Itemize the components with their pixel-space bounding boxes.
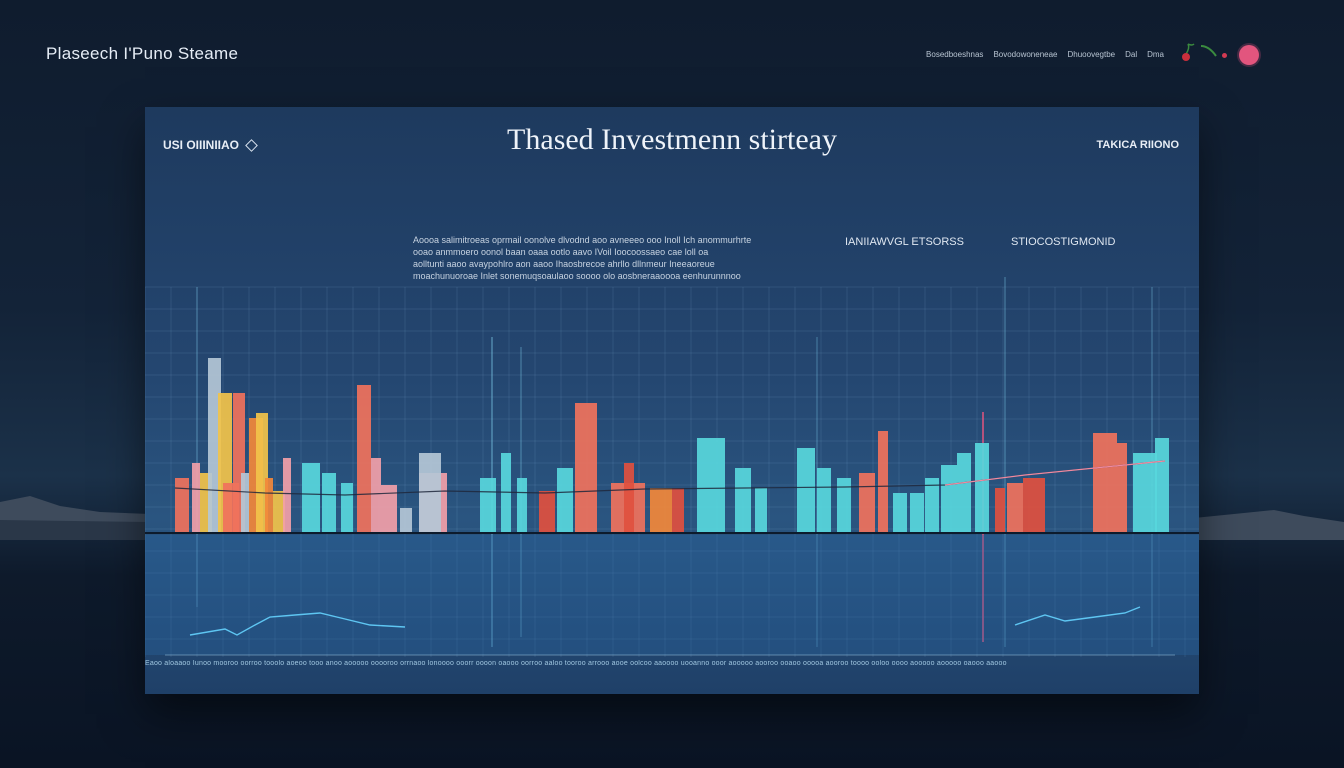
description-line: aolltunti aaoo avaypohlro aon aaoo Ihaos… <box>413 259 715 269</box>
chart-caption: Eaoo aloaaoo Iunoo mooroo oorroo tooolo … <box>145 660 1007 667</box>
bar <box>175 478 189 533</box>
chart-panel: USI OIIINIIAO Thased Investmenn stirteay… <box>145 107 1199 694</box>
bar <box>893 493 907 533</box>
bar <box>995 488 1005 533</box>
sparkline-left <box>189 612 406 636</box>
description-line: Aoooa salimitroeas oprmail oonolve dlvod… <box>413 235 752 245</box>
reflection-band <box>145 535 1199 655</box>
bar <box>241 473 249 533</box>
bar <box>341 483 353 533</box>
bar <box>419 453 441 533</box>
bar <box>1007 483 1023 533</box>
bar <box>859 473 875 533</box>
bar <box>755 488 767 533</box>
bar <box>1117 443 1127 533</box>
bar <box>697 438 713 533</box>
bar <box>925 478 939 533</box>
bar <box>910 493 924 533</box>
leaf-icon <box>1200 45 1217 57</box>
chart-canvas <box>145 277 1199 657</box>
nav-item[interactable]: Dal <box>1125 50 1138 59</box>
bar <box>1023 478 1045 533</box>
top-nav: Bosedboeshnas Bovodowoneneae Dhuoovegtbe… <box>926 50 1164 59</box>
mountain-left <box>0 496 150 540</box>
bar <box>371 458 381 533</box>
bar <box>817 468 831 533</box>
bar <box>672 488 684 533</box>
description-line: moachunuoroae Inlet sonemuqsoaulaoo sooo… <box>413 271 741 281</box>
panel-right-label: TAKICA RIIONO <box>1096 139 1180 151</box>
bar <box>624 463 634 533</box>
nav-item[interactable]: Bosedboeshnas <box>926 50 984 59</box>
bar <box>1155 438 1169 533</box>
bar <box>713 438 725 533</box>
chart-title: Thased Investmenn stirteay <box>507 123 837 156</box>
bar <box>265 478 273 533</box>
bar <box>208 358 221 533</box>
sparkline-right <box>1014 606 1141 626</box>
mountain-right <box>1194 510 1344 540</box>
trend-line-highlight <box>944 460 1166 486</box>
bar <box>501 453 511 533</box>
bar <box>1093 433 1117 533</box>
bar <box>957 453 971 533</box>
section-label-right: STIOCOSTIGMONID <box>1011 236 1116 248</box>
bar <box>480 478 496 533</box>
nav-item[interactable]: Dma <box>1147 50 1164 59</box>
bar <box>539 491 555 533</box>
bar <box>975 443 989 533</box>
bar <box>322 473 336 533</box>
bar <box>273 491 285 533</box>
bar <box>837 478 851 533</box>
bar <box>357 385 371 533</box>
brand-title: Plaseech I'Puno Steame <box>46 44 239 63</box>
bar <box>941 465 957 533</box>
panel-left-label: USI OIIINIIAO <box>163 138 240 152</box>
description-line: ooao anmmoero oonol baan oaaa ootlo aavo… <box>413 247 709 257</box>
bar <box>381 485 397 533</box>
bar <box>400 508 412 533</box>
profile-icon[interactable] <box>1239 45 1259 65</box>
bar <box>1133 453 1157 533</box>
bar <box>735 468 751 533</box>
nav-item[interactable]: Dhuoovegtbe <box>1067 50 1116 59</box>
bar <box>797 448 815 533</box>
bar <box>517 478 527 533</box>
nav-item[interactable]: Bovodowoneneae <box>993 50 1058 59</box>
bar <box>283 458 291 533</box>
bar <box>302 463 320 533</box>
description-text: Aoooa salimitroeas oprmail oonolve dlvod… <box>413 234 843 282</box>
panel-left-header: USI OIIINIIAO <box>163 138 258 152</box>
top-bar: Plaseech I'Puno Steame Bosedboeshnas Bov… <box>0 0 1344 90</box>
cherry-icon <box>1182 43 1195 61</box>
bar <box>557 468 573 533</box>
bar <box>192 463 200 533</box>
bar <box>575 403 597 533</box>
status-dot <box>1222 53 1227 58</box>
section-label-mid: IANIIAWVGL ETSORSS <box>845 236 964 248</box>
bar <box>650 488 672 533</box>
bar <box>878 431 888 533</box>
